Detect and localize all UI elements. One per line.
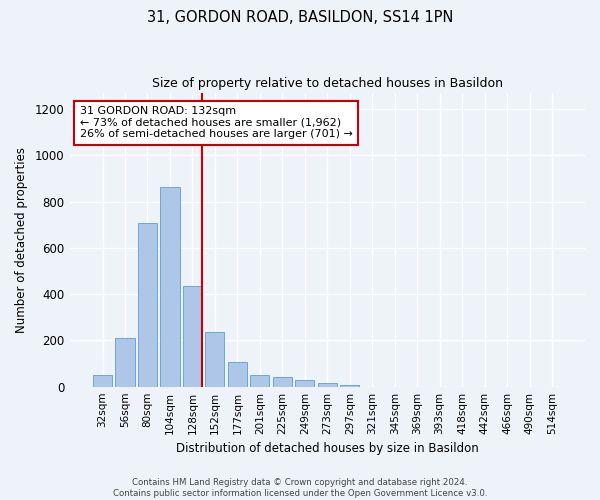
Bar: [318, 382, 337, 386]
X-axis label: Distribution of detached houses by size in Basildon: Distribution of detached houses by size …: [176, 442, 479, 455]
Bar: [250, 375, 269, 386]
Bar: [205, 332, 224, 386]
Bar: [295, 380, 314, 386]
Bar: [93, 375, 112, 386]
Bar: [138, 222, 157, 386]
Text: 31, GORDON ROAD, BASILDON, SS14 1PN: 31, GORDON ROAD, BASILDON, SS14 1PN: [147, 10, 453, 25]
Bar: [183, 286, 202, 386]
Bar: [115, 338, 134, 386]
Bar: [160, 186, 179, 386]
Title: Size of property relative to detached houses in Basildon: Size of property relative to detached ho…: [152, 78, 503, 90]
Bar: [340, 385, 359, 386]
Text: 31 GORDON ROAD: 132sqm
← 73% of detached houses are smaller (1,962)
26% of semi-: 31 GORDON ROAD: 132sqm ← 73% of detached…: [80, 106, 353, 140]
Y-axis label: Number of detached properties: Number of detached properties: [15, 147, 28, 333]
Bar: [273, 378, 292, 386]
Text: Contains HM Land Registry data © Crown copyright and database right 2024.
Contai: Contains HM Land Registry data © Crown c…: [113, 478, 487, 498]
Bar: [228, 362, 247, 386]
